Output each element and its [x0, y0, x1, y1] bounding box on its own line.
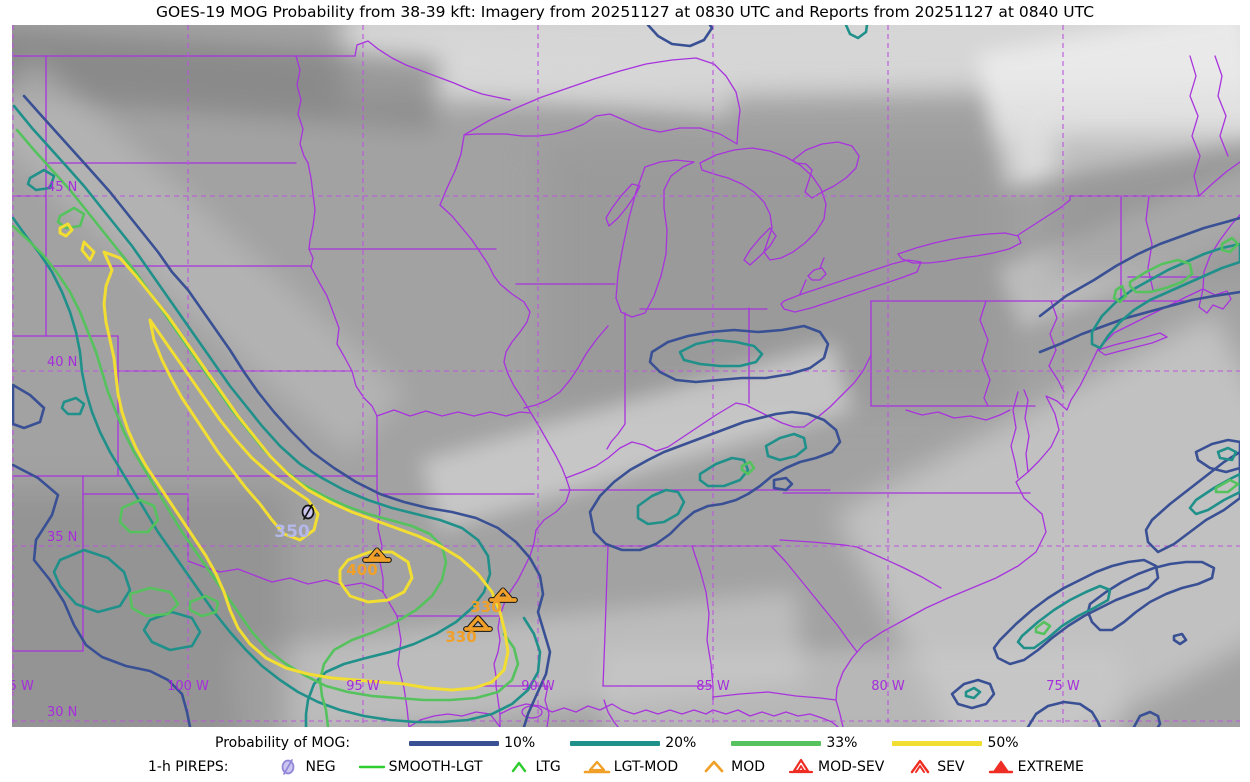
pirep-legend-row: 1-h PIREPS: NEG SMOOTH-LGT LTG LGT-MOD M… — [148, 758, 1084, 776]
extreme-label: EXTREME — [1017, 759, 1084, 775]
svg-text:40 N: 40 N — [47, 355, 77, 370]
legend-item-ltg: LTG — [504, 758, 561, 776]
ltg-label: LTG — [535, 759, 561, 775]
neg-pirep-icon — [273, 758, 303, 776]
mod-sev-label: MOD-SEV — [818, 759, 885, 775]
pirep-legend-label: 1-h PIREPS: — [148, 759, 229, 775]
svg-text:350: 350 — [274, 522, 310, 542]
svg-text:330: 330 — [445, 628, 476, 646]
grid-labels-layer: 45 N 40 N 35 N 30 N 105 W 100 W 95 W 90 W 85 W 80… — [12, 180, 1080, 720]
smooth-lgt-label: SMOOTH-LGT — [388, 759, 483, 775]
svg-text:80 W: 80 W — [871, 679, 905, 694]
mod-label: MOD — [731, 759, 766, 775]
probability-line-20 — [570, 740, 661, 746]
svg-text:30 N: 30 N — [47, 705, 77, 720]
sev-label: SEV — [937, 759, 965, 775]
legend-item-20pct: 20% — [570, 735, 696, 751]
state-borders-layer — [12, 40, 1240, 727]
svg-text:105 W: 105 W — [12, 679, 34, 694]
probability-line-50 — [892, 740, 983, 746]
svg-text:95 W: 95 W — [346, 679, 380, 694]
legend-item-sev: SEV — [905, 758, 965, 776]
ltg-pirep-icon — [504, 758, 534, 776]
legend-item-extreme: EXTREME — [986, 758, 1084, 776]
probability-label-50: 50% — [987, 735, 1019, 751]
page-title: GOES-19 MOG Probability from 38-39 kft: … — [155, 3, 1095, 21]
probability-label-20: 20% — [665, 735, 697, 751]
neg-label: NEG — [305, 759, 336, 775]
probability-contours-layer — [12, 25, 1240, 727]
svg-text:45 N: 45 N — [47, 180, 77, 195]
svg-text:400: 400 — [346, 561, 377, 579]
lgt-mod-label: LGT-MOD — [613, 759, 679, 775]
smooth-lgt-pirep-icon — [357, 758, 387, 776]
legend-item-lgt-mod: LGT-MOD — [582, 758, 678, 776]
svg-text:75 W: 75 W — [1046, 679, 1080, 694]
svg-text:330: 330 — [470, 598, 501, 616]
flight-level-labels-layer: 350 400 330 330 — [274, 522, 501, 646]
extreme-pirep-icon — [986, 758, 1016, 776]
legend: Probability of MOG: 10% 20% 33% 50% 1-h … — [0, 727, 1250, 782]
probability-legend-row: Probability of MOG: 10% 20% 33% 50% — [215, 735, 1019, 751]
mod-sev-pirep-icon — [786, 758, 816, 776]
legend-item-mod-sev: MOD-SEV — [786, 758, 884, 776]
legend-item-mod: MOD — [699, 758, 765, 776]
legend-item-neg: NEG — [273, 758, 336, 776]
pirep-symbols-layer — [301, 504, 518, 632]
latlon-grid-layer — [12, 25, 1240, 727]
svg-text:90 W: 90 W — [521, 679, 555, 694]
svg-text:85 W: 85 W — [696, 679, 730, 694]
sev-pirep-icon — [905, 758, 935, 776]
legend-item-smooth-lgt: SMOOTH-LGT — [357, 758, 483, 776]
svg-text:35 N: 35 N — [47, 530, 77, 545]
probability-label-10: 10% — [504, 735, 536, 751]
probability-line-10 — [409, 740, 500, 746]
map-overlay-svg: 350 400 330 330 45 N 40 N 35 N 30 N 105 W 100 W 9… — [12, 25, 1240, 727]
probability-label-33: 33% — [826, 735, 858, 751]
svg-text:100 W: 100 W — [167, 679, 209, 694]
satellite-map: 350 400 330 330 45 N 40 N 35 N 30 N 105 W 100 W 9… — [12, 25, 1240, 727]
legend-item-33pct: 33% — [731, 735, 857, 751]
lgt-mod-pirep-icon — [582, 758, 612, 776]
probability-line-33 — [731, 740, 822, 746]
legend-item-10pct: 10% — [409, 735, 535, 751]
probability-legend-label: Probability of MOG: — [215, 735, 351, 751]
mod-pirep-icon — [699, 758, 729, 776]
legend-item-50pct: 50% — [892, 735, 1019, 751]
